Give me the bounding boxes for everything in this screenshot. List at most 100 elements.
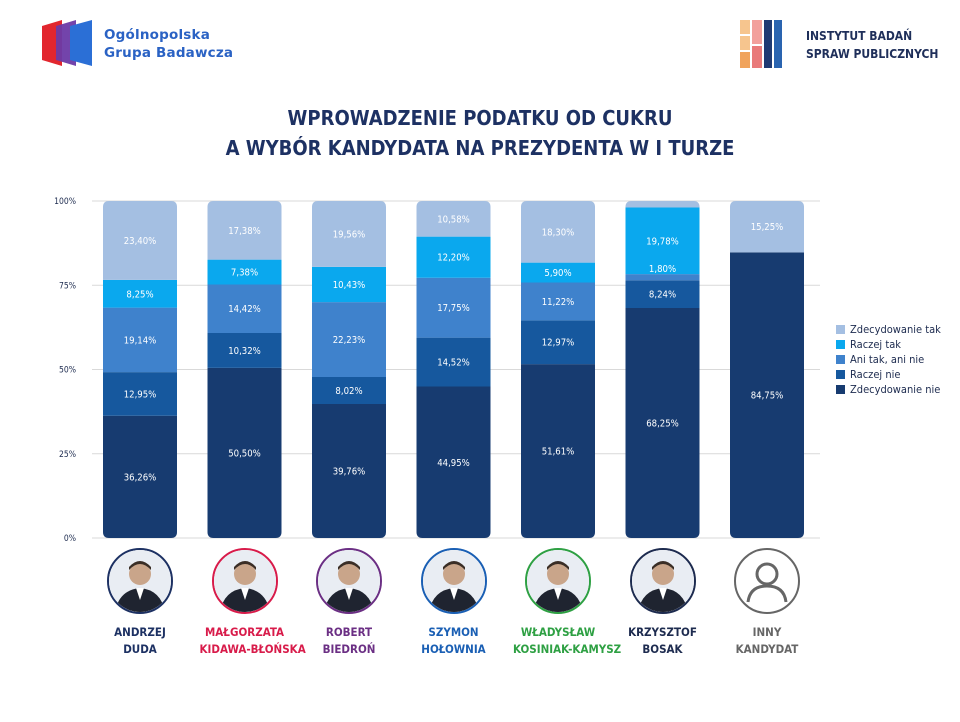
candidate-name-line2: DUDA — [123, 642, 157, 656]
bar-segment — [521, 320, 595, 365]
data-label: 12,97% — [542, 338, 575, 349]
candidate-name-line2: KOSINIAK-KAMYSZ — [513, 642, 622, 656]
data-label: 12,20% — [437, 253, 470, 264]
logo-right-line1: INSTYTUT BADAŃ — [806, 29, 913, 43]
y-tick-label: 0% — [64, 534, 76, 544]
bar-segment — [416, 236, 491, 278]
legend-item: Raczej tak — [836, 337, 941, 352]
data-label: 8,25% — [126, 289, 153, 300]
candidate-name: MAŁGORZATA KIDAWA-BŁOŃSKA — [199, 624, 306, 658]
data-label: 19,14% — [124, 335, 157, 346]
candidate-name-line2: HOŁOWNIA — [421, 642, 486, 656]
y-tick-label: 50% — [59, 366, 76, 376]
bar-segment — [312, 404, 386, 538]
bar-segment — [207, 201, 282, 260]
chart-title-line2: A WYBÓR KANDYDATA NA PREZYDENTA W I TURZ… — [225, 136, 735, 160]
bar-segment — [312, 266, 386, 303]
data-label: 51,61% — [542, 447, 575, 458]
candidate-name: INNY KANDYDAT — [722, 624, 812, 658]
candidate-name-line1: ROBERT — [325, 625, 373, 639]
data-label: 8,24% — [649, 290, 676, 301]
bar-segment — [416, 277, 491, 338]
data-label: 10,32% — [228, 346, 261, 357]
bar-segment — [416, 386, 491, 538]
data-label: 17,38% — [228, 226, 261, 237]
candidate-avatar — [525, 548, 591, 614]
bar-segment — [521, 201, 595, 263]
candidate-name-line2: BOSAK — [642, 642, 683, 656]
bar-segment — [103, 307, 177, 373]
logo-left-line1: Ogólnopolska — [104, 27, 211, 43]
candidate-avatar — [420, 548, 487, 614]
candidate-name-line2: KANDYDAT — [735, 642, 799, 656]
candidate-name: ANDRZEJ DUDA — [95, 624, 185, 658]
data-label: 23,40% — [124, 236, 157, 247]
bar-segment — [416, 337, 491, 387]
bar-segment — [521, 282, 595, 321]
legend-swatch — [836, 340, 845, 349]
candidate: SZYMON HOŁOWNIA — [409, 548, 499, 658]
bar-segment — [103, 201, 177, 280]
data-label: 19,56% — [333, 229, 366, 240]
bar-segment — [312, 302, 386, 377]
data-label: 44,95% — [437, 458, 470, 469]
bar-segment — [103, 372, 177, 416]
chart-title-line1: WPROWADZENIE PODATKU OD CUKRU — [287, 106, 673, 130]
candidate-name: KRZYSZTOF BOSAK — [618, 624, 708, 658]
data-label: 18,30% — [542, 227, 575, 238]
data-label: 11,22% — [542, 297, 575, 308]
bar-segment — [625, 274, 700, 281]
bar-segment — [312, 201, 386, 267]
data-label: 14,42% — [228, 304, 261, 315]
candidate-name-line2: KIDAWA-BŁOŃSKA — [199, 642, 306, 656]
bar-segment — [103, 415, 177, 538]
candidate-name: SZYMON HOŁOWNIA — [409, 624, 499, 658]
candidate-name-line1: MAŁGORZATA — [205, 625, 284, 639]
bar-group: 36,26% 12,95% 19,14% 8,25% 23,40% — [103, 201, 177, 538]
data-label: 39,76% — [333, 467, 366, 478]
logo-left-line2: Grupa Badawcza — [104, 45, 234, 61]
data-label: 1,80% — [649, 264, 676, 275]
bar-segment — [730, 201, 804, 253]
bar-group: 44,95% 14,52% 17,75% 12,20% 10,58% — [416, 201, 491, 538]
data-label: 68,25% — [646, 418, 679, 429]
bar-segment — [625, 280, 700, 308]
bar-group: 51,61% 12,97% 11,22% 5,90% 18,30% — [521, 201, 595, 538]
data-label: 10,58% — [437, 214, 470, 225]
candidate-name-line1: WŁADYSŁAW — [520, 625, 596, 639]
data-label: 84,75% — [751, 391, 784, 402]
legend-swatch — [836, 385, 845, 394]
bar-group: 39,76% 8,02% 22,23% 10,43% 19,56% — [312, 201, 386, 538]
legend-item: Raczej nie — [836, 367, 941, 382]
y-tick-label: 75% — [59, 281, 76, 291]
ogb-logo-icon — [42, 20, 92, 66]
candidate-avatar — [107, 548, 173, 614]
candidate-name-line1: KRZYSZTOF — [628, 625, 697, 639]
candidate-name-line1: INNY — [752, 625, 782, 639]
candidate: WŁADYSŁAW KOSINIAK-KAMYSZ — [513, 548, 622, 658]
bar-segment — [207, 333, 282, 368]
data-label: 14,52% — [437, 358, 470, 369]
data-label: 22,23% — [333, 335, 366, 346]
bar-segment — [103, 279, 177, 308]
candidate-name: WŁADYSŁAW KOSINIAK-KAMYSZ — [513, 624, 622, 658]
bar-segment — [521, 364, 595, 538]
legend-item: Ani tak, ani nie — [836, 352, 941, 367]
legend-label: Ani tak, ani nie — [850, 353, 925, 366]
data-label: 12,95% — [124, 389, 157, 400]
candidate: MAŁGORZATA KIDAWA-BŁOŃSKA — [199, 548, 306, 658]
bar-segment — [625, 201, 700, 208]
bar-segment — [730, 252, 804, 538]
legend-item: Zdecydowanie tak — [836, 322, 941, 337]
data-label: 10,43% — [333, 280, 366, 291]
legend-label: Zdecydowanie nie — [850, 383, 941, 396]
data-label: 50,50% — [228, 448, 261, 459]
bar-segment — [312, 376, 386, 405]
data-label: 19,78% — [646, 236, 679, 247]
legend-swatch — [836, 325, 845, 334]
candidate: ROBERT BIEDROŃ — [304, 548, 394, 658]
bar-segment — [416, 201, 491, 237]
legend-label: Raczej nie — [850, 368, 901, 381]
logo-instytut-badan: INSTYTUT BADAŃ SPRAW PUBLICZNYCH — [740, 20, 940, 72]
